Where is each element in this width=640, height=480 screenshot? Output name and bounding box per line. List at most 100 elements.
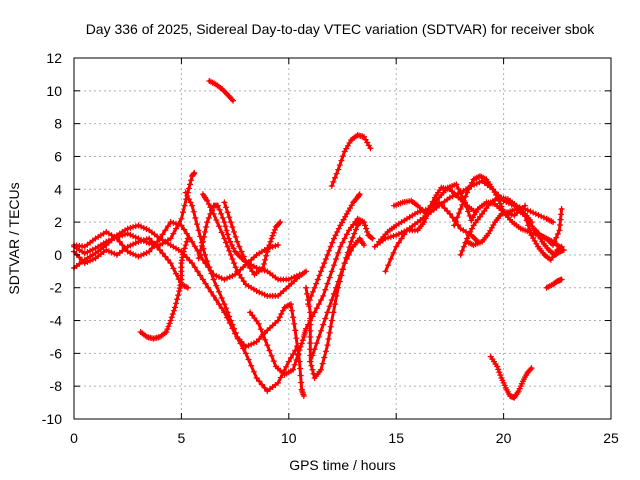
data-point (348, 238, 355, 245)
data-point (218, 275, 225, 282)
data-point (311, 346, 318, 353)
data-point (193, 221, 200, 228)
data-point (154, 238, 161, 245)
data-point (387, 233, 394, 240)
data-point (302, 284, 309, 291)
data-point (208, 270, 215, 277)
data-point (124, 225, 131, 232)
data-point (324, 280, 331, 287)
x-axis-label: GPS time / hours (289, 457, 396, 473)
data-point (130, 251, 137, 258)
data-point (215, 301, 222, 308)
data-point (242, 343, 249, 350)
data-point (313, 305, 320, 312)
data-point (226, 274, 233, 281)
y-tick-label: -10 (42, 411, 62, 427)
data-point (275, 379, 282, 386)
y-tick-label: 4 (54, 181, 62, 197)
data-point (441, 205, 448, 212)
data-point (264, 248, 271, 255)
data-point (457, 251, 464, 258)
data-point (290, 366, 297, 373)
data-point (465, 186, 472, 193)
data-point (465, 208, 472, 215)
data-point (184, 235, 191, 242)
data-point (189, 260, 196, 267)
data-point (332, 232, 339, 239)
data-point (170, 230, 177, 237)
data-point (311, 309, 318, 316)
data-point (498, 203, 505, 210)
data-point (162, 227, 169, 234)
data-point (249, 268, 256, 275)
x-axis-ticks: 0 5 10 15 20 25 (70, 58, 619, 446)
data-point (171, 304, 178, 311)
data-point (146, 235, 153, 242)
data-point (135, 222, 142, 229)
data-point (261, 384, 268, 391)
data-point (132, 252, 139, 259)
data-point (526, 227, 533, 234)
series-track-14 (302, 215, 376, 332)
data-point (199, 276, 206, 283)
data-point (305, 321, 312, 328)
data-point (214, 202, 221, 209)
data-point (299, 337, 306, 344)
data-point (277, 219, 284, 226)
data-point (185, 196, 192, 203)
data-point (538, 213, 545, 220)
data-point (557, 216, 564, 223)
data-point (496, 369, 503, 376)
data-point (333, 256, 340, 263)
data-point (192, 214, 199, 221)
data-point (497, 372, 504, 379)
data-point (315, 301, 322, 308)
data-point (213, 217, 220, 224)
data-point (551, 238, 558, 245)
data-point (226, 247, 233, 254)
data-point (339, 266, 346, 273)
data-point (307, 340, 314, 347)
data-point (261, 291, 268, 298)
data-point (390, 233, 397, 240)
data-point (328, 182, 335, 189)
data-point (348, 247, 355, 254)
data-point (558, 205, 565, 212)
data-point (360, 219, 367, 226)
data-point (352, 226, 359, 233)
data-point (438, 202, 445, 209)
data-point (250, 368, 257, 375)
data-point (215, 223, 222, 230)
data-point (324, 342, 331, 349)
data-point (266, 347, 273, 354)
data-point (414, 209, 421, 216)
data-point (260, 265, 267, 272)
data-point (321, 354, 328, 361)
data-point (335, 249, 342, 256)
data-point (138, 237, 145, 244)
data-point (253, 288, 260, 295)
series-track-8 (221, 199, 284, 278)
data-point (148, 238, 155, 245)
data-point (263, 252, 270, 259)
data-point (89, 246, 96, 253)
data-point (305, 301, 312, 308)
data-point (255, 320, 262, 327)
data-point (156, 235, 163, 242)
data-point (327, 323, 334, 330)
data-point (164, 256, 171, 263)
data-point (554, 230, 561, 237)
data-point (223, 227, 230, 234)
data-point (81, 250, 88, 257)
y-tick-label: 0 (54, 247, 62, 263)
data-point (460, 197, 467, 204)
series-track-27 (487, 353, 535, 401)
data-point (229, 97, 236, 104)
data-point (457, 205, 464, 212)
x-tick-label: 15 (388, 430, 404, 446)
data-point (337, 243, 344, 250)
data-point (556, 227, 563, 234)
data-point (468, 225, 475, 232)
data-point (159, 231, 166, 238)
data-point (229, 224, 236, 231)
